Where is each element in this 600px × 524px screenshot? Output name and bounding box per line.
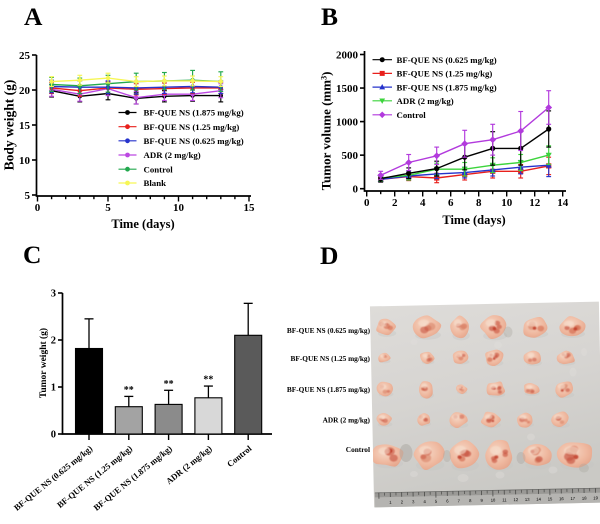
svg-text:10: 10 [501,197,513,209]
svg-text:Blank: Blank [144,178,167,188]
svg-text:0: 0 [364,197,370,209]
svg-text:2000: 2000 [336,49,359,61]
svg-text:19: 19 [593,495,598,500]
svg-text:14: 14 [536,497,541,502]
svg-text:0: 0 [35,202,41,214]
svg-text:0: 0 [353,184,359,196]
svg-text:3: 3 [51,289,56,300]
svg-text:15: 15 [244,202,256,214]
svg-text:Tumor weight (g): Tumor weight (g) [38,328,49,398]
svg-text:8: 8 [476,197,482,209]
svg-text:10: 10 [19,155,31,167]
svg-text:A: A [24,2,43,31]
svg-text:BF-QUE NS (1.25 mg/kg): BF-QUE NS (1.25 mg/kg) [144,122,240,132]
svg-text:Body weight (g): Body weight (g) [2,80,17,171]
svg-text:6: 6 [448,197,454,209]
svg-text:Control: Control [397,110,427,120]
svg-text:BF-QUE NS (0.625 mg/kg): BF-QUE NS (0.625 mg/kg) [287,326,371,335]
svg-text:5: 5 [25,190,31,202]
svg-text:**: ** [164,379,174,390]
svg-text:11: 11 [502,497,507,502]
svg-text:ADR (2 mg/kg): ADR (2 mg/kg) [323,415,371,424]
svg-text:**: ** [203,375,213,386]
svg-text:15: 15 [548,496,553,501]
svg-text:BF-QUE NS (1.875 mg/kg): BF-QUE NS (1.875 mg/kg) [287,385,371,394]
svg-text:BF-QUE NS (1.875 mg/kg): BF-QUE NS (1.875 mg/kg) [144,108,244,118]
svg-text:ADR (2 mg/kg): ADR (2 mg/kg) [397,96,454,106]
svg-text:12: 12 [513,497,518,502]
svg-text:12: 12 [529,197,541,209]
svg-text:BF-QUE NS (1.875 mg/kg): BF-QUE NS (1.875 mg/kg) [397,82,497,92]
svg-text:ADR (2 mg/kg): ADR (2 mg/kg) [144,150,201,160]
svg-text:Tumor volume (mm3): Tumor volume (mm3) [319,72,334,191]
svg-text:Time (days): Time (days) [442,213,505,227]
svg-text:13: 13 [525,497,530,502]
svg-text:2: 2 [392,197,398,209]
svg-text:Control: Control [144,164,174,174]
svg-text:20: 20 [19,85,31,97]
svg-text:BF-QUE NS (1.25 mg/kg): BF-QUE NS (1.25 mg/kg) [291,354,371,363]
svg-text:17: 17 [570,496,575,501]
svg-text:1500: 1500 [336,83,359,95]
svg-text:500: 500 [342,150,359,162]
svg-text:BF-QUE NS (1.25 mg/kg): BF-QUE NS (1.25 mg/kg) [397,69,493,79]
svg-text:4: 4 [420,197,426,209]
svg-text:0: 0 [51,430,56,441]
svg-text:15: 15 [19,120,31,132]
svg-text:5: 5 [105,202,111,214]
svg-text:Control: Control [346,445,370,454]
svg-text:10: 10 [173,202,185,214]
svg-text:25: 25 [19,50,31,62]
svg-text:10: 10 [491,498,496,503]
svg-text:BF-QUE NS (0.625 mg/kg): BF-QUE NS (0.625 mg/kg) [397,55,497,65]
svg-text:1000: 1000 [336,116,359,128]
svg-text:D: D [320,241,338,270]
svg-text:**: ** [124,385,134,396]
svg-text:1: 1 [51,383,56,394]
svg-text:2: 2 [51,336,56,347]
svg-text:18: 18 [582,496,587,501]
svg-text:BF-QUE NS (0.625 mg/kg): BF-QUE NS (0.625 mg/kg) [144,136,244,146]
svg-text:16: 16 [559,496,564,501]
svg-text:B: B [321,2,338,31]
svg-text:C: C [23,240,41,269]
svg-text:14: 14 [557,197,569,209]
svg-text:Time (days): Time (days) [111,217,174,231]
